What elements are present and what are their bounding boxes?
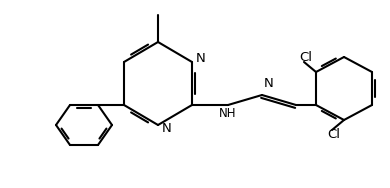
Text: Cl: Cl — [299, 51, 312, 64]
Text: N: N — [196, 52, 206, 65]
Text: N: N — [264, 77, 274, 90]
Text: Cl: Cl — [327, 128, 340, 141]
Text: N: N — [162, 121, 172, 134]
Text: NH: NH — [219, 107, 237, 120]
